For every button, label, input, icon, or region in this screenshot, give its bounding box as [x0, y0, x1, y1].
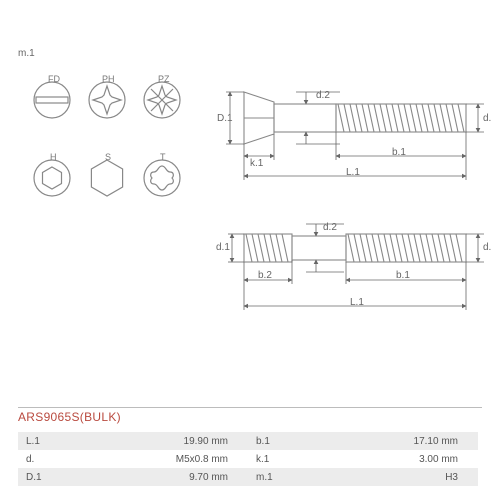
spec-key: d.: [18, 450, 64, 468]
spec-key: D.1: [18, 468, 64, 486]
spec-key: k.1: [248, 450, 294, 468]
label-d-bot: d.: [483, 242, 491, 253]
label-b1-top: b.1: [392, 147, 406, 158]
label-d2-top: d.2: [316, 90, 330, 101]
screw-top: [216, 48, 496, 208]
product-name: ARS9065S(BULK): [18, 410, 121, 424]
icon-label-pz: PZ: [158, 74, 170, 84]
icon-label-ph: PH: [102, 74, 115, 84]
label-b1-bot: b.1: [396, 270, 410, 281]
label-L1-top: L.1: [346, 167, 360, 178]
spec-value: M5x0.8 mm: [64, 450, 248, 468]
label-b2-bot: b.2: [258, 270, 272, 281]
table-row: D.1 9.70 mm m.1 H3: [18, 468, 478, 486]
spec-value: 17.10 mm: [294, 432, 478, 450]
divider: [18, 407, 482, 408]
spec-value: 9.70 mm: [64, 468, 248, 486]
diagram-canvas: m.1: [0, 0, 500, 500]
label-d2-bot: d.2: [323, 222, 337, 233]
table-row: L.1 19.90 mm b.1 17.10 mm: [18, 432, 478, 450]
icon-label-s: S: [105, 152, 111, 162]
label-d-top: d.: [483, 113, 491, 124]
spec-key: L.1: [18, 432, 64, 450]
label-k1-top: k.1: [250, 158, 263, 169]
icon-label-h: H: [50, 152, 57, 162]
spec-key: m.1: [248, 468, 294, 486]
spec-key: b.1: [248, 432, 294, 450]
label-m1: m.1: [18, 48, 35, 59]
spec-table: L.1 19.90 mm b.1 17.10 mm d. M5x0.8 mm k…: [18, 432, 478, 486]
label-D1-top: D.1: [217, 113, 233, 124]
icon-label-fd: FD: [48, 74, 60, 84]
table-row: d. M5x0.8 mm k.1 3.00 mm: [18, 450, 478, 468]
spec-value: 19.90 mm: [64, 432, 248, 450]
label-d1-bot: d.1: [216, 242, 230, 253]
icon-label-t: T: [160, 152, 166, 162]
spec-value: 3.00 mm: [294, 450, 478, 468]
spec-value: H3: [294, 468, 478, 486]
drive-icons: [18, 60, 238, 280]
label-L1-bot: L.1: [350, 297, 364, 308]
